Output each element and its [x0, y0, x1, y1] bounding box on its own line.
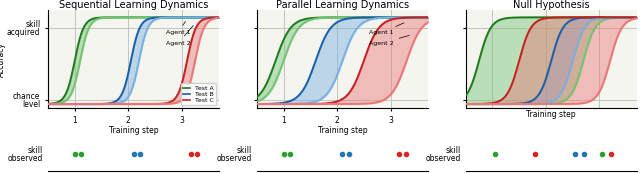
- Text: Agent 1: Agent 1: [166, 21, 190, 35]
- Text: Agent 2: Agent 2: [369, 35, 409, 46]
- Title: Parallel Learning Dynamics: Parallel Learning Dynamics: [276, 0, 409, 10]
- Text: Agent 1: Agent 1: [369, 23, 404, 35]
- X-axis label: Training step: Training step: [109, 126, 158, 135]
- Legend: Test A, Test B, Test C: Test A, Test B, Test C: [181, 84, 216, 105]
- Text: Agent 2: Agent 2: [166, 25, 193, 46]
- Y-axis label: Accuracy: Accuracy: [0, 42, 6, 77]
- Title: Null Hypothesis: Null Hypothesis: [513, 0, 589, 10]
- X-axis label: Training step: Training step: [527, 110, 576, 119]
- X-axis label: Training step: Training step: [317, 126, 367, 135]
- Title: Sequential Learning Dynamics: Sequential Learning Dynamics: [59, 0, 208, 10]
